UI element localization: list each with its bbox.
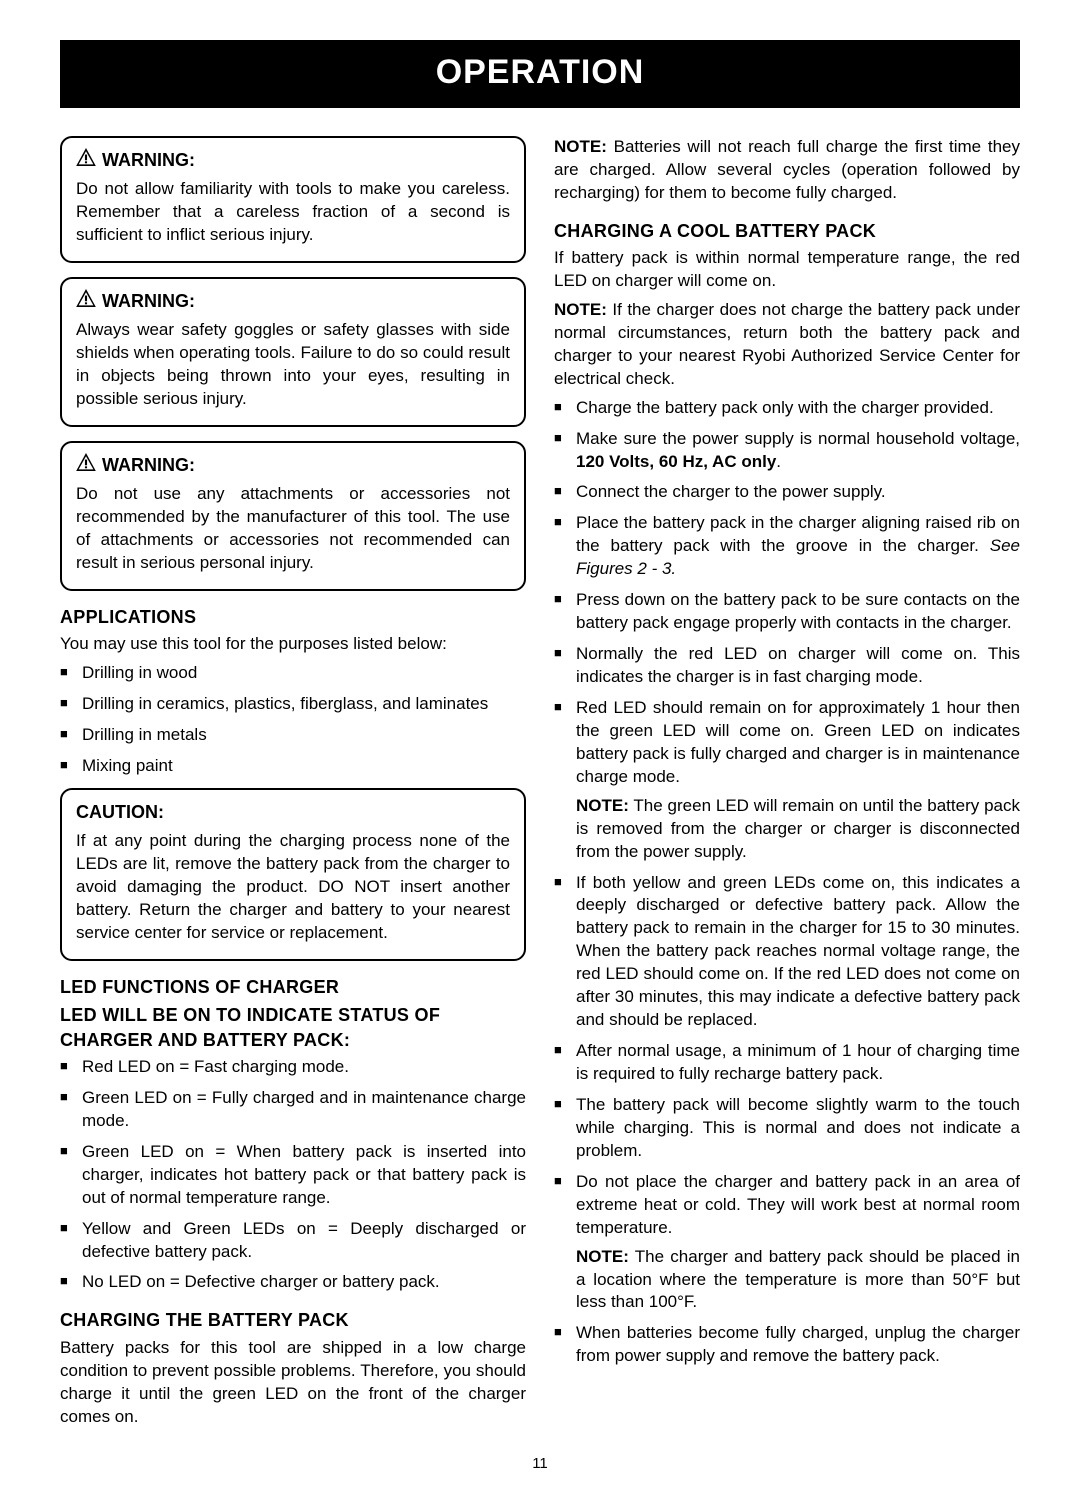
warning-title: WARNING: xyxy=(76,148,510,172)
list-item: Yellow and Green LEDs on = Deeply discha… xyxy=(60,1218,526,1264)
charging-header: CHARGING THE BATTERY PACK xyxy=(60,1308,526,1332)
note-label: NOTE: xyxy=(576,796,629,815)
item-text: Red LED should remain on for approximate… xyxy=(576,698,1020,786)
list-item: If both yellow and green LEDs come on, t… xyxy=(554,872,1020,1033)
list-item: Drilling in metals xyxy=(60,724,526,747)
warning-box-3: WARNING: Do not use any attachments or a… xyxy=(60,441,526,591)
warning-icon xyxy=(76,453,96,477)
applications-intro: You may use this tool for the purposes l… xyxy=(60,633,526,656)
page-number: 11 xyxy=(60,1454,1020,1474)
item-note: NOTE: The charger and battery pack shoul… xyxy=(576,1246,1020,1315)
list-item: Do not place the charger and battery pac… xyxy=(554,1171,1020,1315)
caution-box: CAUTION: If at any point during the char… xyxy=(60,788,526,961)
caution-label: CAUTION: xyxy=(76,800,164,824)
list-item: When batteries become fully charged, unp… xyxy=(554,1322,1020,1368)
list-item: Connect the charger to the power supply. xyxy=(554,481,1020,504)
list-item: The battery pack will become slightly wa… xyxy=(554,1094,1020,1163)
applications-list: Drilling in wood Drilling in ceramics, p… xyxy=(60,662,526,778)
item-pre: Make sure the power supply is normal hou… xyxy=(576,429,1020,448)
warning-label: WARNING: xyxy=(102,453,195,477)
note-label: NOTE: xyxy=(554,137,607,156)
warning-title: WARNING: xyxy=(76,289,510,313)
warning-label: WARNING: xyxy=(102,148,195,172)
note-text: The green LED will remain on until the b… xyxy=(576,796,1020,861)
led-header-2: LED WILL BE ON TO INDICATE STATUS OF CHA… xyxy=(60,1003,526,1052)
cool-p1: If battery pack is within normal tempera… xyxy=(554,247,1020,293)
list-item: Green LED on = When battery pack is inse… xyxy=(60,1141,526,1210)
left-column: WARNING: Do not allow familiarity with t… xyxy=(60,136,526,1435)
list-item: Drilling in ceramics, plastics, fibergla… xyxy=(60,693,526,716)
note-text: Batteries will not reach full charge the… xyxy=(554,137,1020,202)
warning-box-1: WARNING: Do not allow familiarity with t… xyxy=(60,136,526,263)
warning-box-2: WARNING: Always wear safety goggles or s… xyxy=(60,277,526,427)
list-item: After normal usage, a minimum of 1 hour … xyxy=(554,1040,1020,1086)
list-item: Red LED on = Fast charging mode. xyxy=(60,1056,526,1079)
list-item: Press down on the battery pack to be sur… xyxy=(554,589,1020,635)
cool-note: NOTE: If the charger does not charge the… xyxy=(554,299,1020,391)
content-columns: WARNING: Do not allow familiarity with t… xyxy=(60,136,1020,1435)
warning-text: Do not use any attachments or accessorie… xyxy=(76,483,510,575)
list-item: Red LED should remain on for approximate… xyxy=(554,697,1020,864)
caution-title: CAUTION: xyxy=(76,800,510,824)
item-note: NOTE: The green LED will remain on until… xyxy=(576,795,1020,864)
cool-list: Charge the battery pack only with the ch… xyxy=(554,397,1020,1369)
page-title: OPERATION xyxy=(60,40,1020,108)
note-top: NOTE: Batteries will not reach full char… xyxy=(554,136,1020,205)
note-label: NOTE: xyxy=(554,300,607,319)
list-item: Normally the red LED on charger will com… xyxy=(554,643,1020,689)
list-item: Make sure the power supply is normal hou… xyxy=(554,428,1020,474)
item-pre: Place the battery pack in the charger al… xyxy=(576,513,1020,555)
note-text: The charger and battery pack should be p… xyxy=(576,1247,1020,1312)
item-post: . xyxy=(776,452,781,471)
warning-icon xyxy=(76,148,96,172)
charging-text: Battery packs for this tool are shipped … xyxy=(60,1337,526,1429)
led-list: Red LED on = Fast charging mode. Green L… xyxy=(60,1056,526,1294)
warning-label: WARNING: xyxy=(102,289,195,313)
applications-header: APPLICATIONS xyxy=(60,605,526,629)
item-bold: 120 Volts, 60 Hz, AC only xyxy=(576,452,776,471)
caution-text: If at any point during the charging proc… xyxy=(76,830,510,945)
list-item: Mixing paint xyxy=(60,755,526,778)
warning-text: Always wear safety goggles or safety gla… xyxy=(76,319,510,411)
item-text: Do not place the charger and battery pac… xyxy=(576,1172,1020,1237)
right-column: NOTE: Batteries will not reach full char… xyxy=(554,136,1020,1435)
list-item: Place the battery pack in the charger al… xyxy=(554,512,1020,581)
note-label: NOTE: xyxy=(576,1247,629,1266)
warning-icon xyxy=(76,289,96,313)
list-item: Drilling in wood xyxy=(60,662,526,685)
list-item: No LED on = Defective charger or battery… xyxy=(60,1271,526,1294)
warning-text: Do not allow familiarity with tools to m… xyxy=(76,178,510,247)
list-item: Green LED on = Fully charged and in main… xyxy=(60,1087,526,1133)
list-item: Charge the battery pack only with the ch… xyxy=(554,397,1020,420)
cool-header: CHARGING A COOL BATTERY PACK xyxy=(554,219,1020,243)
warning-title: WARNING: xyxy=(76,453,510,477)
note-text: If the charger does not charge the batte… xyxy=(554,300,1020,388)
led-header-1: LED FUNCTIONS OF CHARGER xyxy=(60,975,526,999)
